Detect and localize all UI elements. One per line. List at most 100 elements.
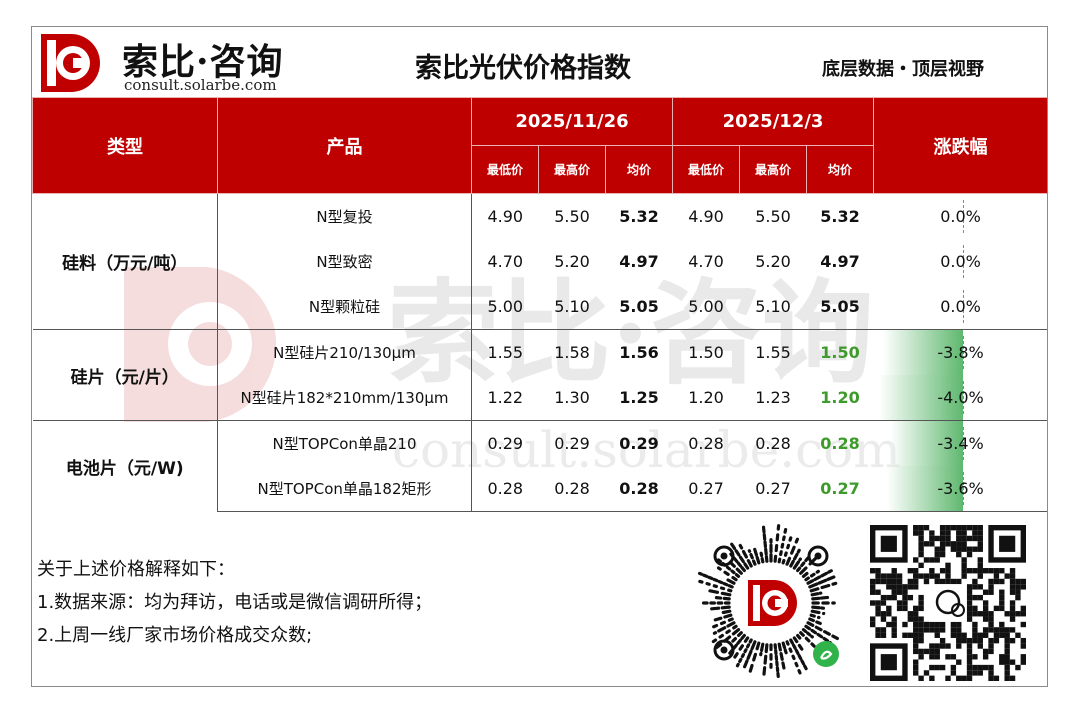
- subheader-max-price: 最高价: [739, 145, 808, 194]
- avg-price-cell: 1.25: [619, 388, 659, 407]
- avg-price-cell: 0.28: [806, 420, 874, 466]
- subheader-avg-price: 均价: [806, 145, 875, 194]
- change-axis: [962, 472, 964, 505]
- min-price-cell: 4.70: [487, 252, 524, 271]
- change-axis: [962, 245, 964, 278]
- change-bar: [891, 421, 963, 466]
- notes: 关于上述价格解释如下： 1.数据来源：均为拜访，电话或是微信调研所得； 2.上周…: [37, 553, 432, 652]
- avg-price-cell: 5.05: [619, 297, 659, 316]
- min-price-cell: 1.55: [471, 329, 539, 375]
- change-bar: [886, 466, 963, 511]
- min-price-cell: 4.90: [471, 193, 539, 239]
- product-cell: N型TOPCon单晶210: [217, 420, 472, 466]
- notes-line: 1.数据来源：均为拜访，电话或是微信调研所得；: [37, 592, 433, 613]
- notes-line: 2.上周一线厂家市场价格成交众数;: [37, 625, 313, 646]
- product-cell: N型硅片182*210mm/130μm: [217, 375, 472, 421]
- change-value: -3.6%: [937, 479, 984, 498]
- min-price-cell: 5.00: [688, 297, 724, 316]
- max-price-cell: 1.30: [554, 388, 590, 407]
- logo-wordmark-cn: 索比·咨询: [122, 41, 284, 83]
- logo-wordmark-en: consult.solarbe.com: [124, 76, 277, 94]
- subheader-max-price: 最高价: [538, 145, 606, 194]
- change-axis: [962, 381, 964, 414]
- change-cell: -3.4%: [873, 420, 1047, 466]
- change-cell: -3.8%: [873, 329, 1047, 375]
- slogan: 底层数据・顶层视野: [822, 59, 984, 80]
- min-price-cell: 1.22: [487, 388, 524, 407]
- max-price-cell: 5.50: [739, 193, 807, 239]
- max-price-cell: 1.58: [538, 329, 606, 375]
- max-price-cell: 5.20: [755, 252, 791, 271]
- avg-price-cell: 0.27: [806, 466, 874, 512]
- header-date-1: 2025/11/26: [470, 97, 674, 146]
- min-price-cell: 1.50: [672, 329, 740, 375]
- price-table: 类型 产品 2025/11/26 2025/12/3 涨跌幅 最低价 最高价 均…: [32, 97, 1048, 512]
- header-date-2: 2025/12/3: [672, 97, 875, 146]
- max-price-cell: 1.55: [739, 329, 807, 375]
- max-price-cell: 0.29: [538, 420, 606, 466]
- avg-price-cell: 4.97: [619, 252, 659, 271]
- change-value: 0.0%: [940, 297, 981, 316]
- max-price-cell: 0.28: [739, 420, 807, 466]
- price-table-body: 硅料（万元/吨） N型复投 4.90 5.50 5.32 4.90 5.50 5.32 0.0%…: [32, 193, 1048, 512]
- avg-price-cell: 0.28: [605, 466, 673, 512]
- avg-price-cell: 4.97: [820, 252, 860, 271]
- miniprogram-qr-code-icon: [696, 524, 839, 681]
- table-row: N型硅片182*210mm/130μm 1.22 1.30 1.25 1.20 1.23 1…: [33, 375, 1048, 421]
- change-cell: 0.0%: [874, 284, 1047, 330]
- max-price-cell: 5.50: [538, 193, 606, 239]
- table-row: N型致密 4.70 5.20 4.97 4.70 5.20 4.97 0.0%: [33, 239, 1048, 284]
- avg-price-cell: 1.56: [605, 329, 673, 375]
- max-price-cell: 5.10: [755, 297, 791, 316]
- category-cell: 硅料（万元/吨）: [32, 193, 218, 330]
- change-cell: -3.6%: [873, 466, 1047, 512]
- change-bar: [882, 330, 963, 375]
- header: 索比·咨询 consult.solarbe.com 索比光伏价格指数 底层数据・…: [32, 27, 1047, 97]
- min-price-cell: 0.29: [471, 420, 539, 466]
- change-value: 0.0%: [940, 252, 981, 271]
- max-price-cell: 5.20: [554, 252, 590, 271]
- wechat-qr-code-icon: [870, 525, 1026, 681]
- avg-price-cell: 1.50: [806, 329, 874, 375]
- change-axis: [962, 427, 964, 460]
- change-axis: [962, 336, 964, 369]
- avg-price-cell: 5.05: [820, 297, 860, 316]
- product-cell: N型硅片210/130μm: [217, 329, 472, 375]
- min-price-cell: 0.28: [471, 466, 539, 512]
- subheader-min-price: 最低价: [672, 145, 741, 194]
- table-row: 电池片（元/W) N型TOPCon单晶210 0.29 0.29 0.29 0.28 0.2…: [32, 420, 1047, 512]
- change-value: -3.4%: [937, 434, 984, 453]
- max-price-cell: 5.10: [554, 297, 590, 316]
- min-price-cell: 0.27: [672, 466, 740, 512]
- avg-price-cell: 1.20: [820, 388, 860, 407]
- min-price-cell: 4.70: [688, 252, 724, 271]
- avg-price-cell: 5.32: [605, 193, 673, 239]
- product-cell: N型复投: [217, 193, 472, 239]
- avg-price-cell: 0.29: [605, 420, 673, 466]
- subheader-avg-price: 均价: [604, 145, 674, 194]
- price-index-card: 索比·咨询 consult.solarbe.com 索比·咨询 consult.…: [31, 26, 1048, 687]
- max-price-cell: 0.28: [538, 466, 606, 512]
- header-product: 产品: [217, 97, 472, 194]
- change-axis: [962, 200, 964, 233]
- category-cell: 硅片（元/片）: [32, 329, 218, 421]
- header-change: 涨跌幅: [873, 97, 1047, 194]
- table-row: N型颗粒硅 5.00 5.10 5.05 5.00 5.10 5.05 0.0%: [33, 284, 1048, 330]
- table-row: N型TOPCon单晶182矩形 0.28 0.28 0.28 0.27 0.27 0.27-…: [33, 466, 1047, 512]
- change-bar: [878, 375, 963, 420]
- min-price-cell: 5.00: [487, 297, 524, 316]
- change-cell: -4.0%: [874, 375, 1047, 421]
- page-title: 索比光伏价格指数: [415, 53, 631, 84]
- change-value: -4.0%: [937, 388, 984, 407]
- product-cell: N型TOPCon单晶182矩形: [217, 466, 472, 512]
- table-row: 硅片（元/片） N型硅片210/130μm 1.55 1.58 1.56 1.50 1.55…: [32, 329, 1047, 421]
- product-cell: N型致密: [217, 239, 472, 284]
- min-price-cell: 0.28: [672, 420, 740, 466]
- min-price-cell: 1.20: [688, 388, 724, 407]
- change-axis: [962, 290, 964, 323]
- table-row: 硅料（万元/吨） N型复投 4.90 5.50 5.32 4.90 5.50 5.32 0.0%: [32, 193, 1047, 330]
- notes-heading: 关于上述价格解释如下：: [37, 559, 235, 580]
- category-cell: 电池片（元/W): [32, 420, 218, 512]
- subheader-min-price: 最低价: [471, 145, 539, 194]
- change-cell: 0.0%: [874, 239, 1047, 284]
